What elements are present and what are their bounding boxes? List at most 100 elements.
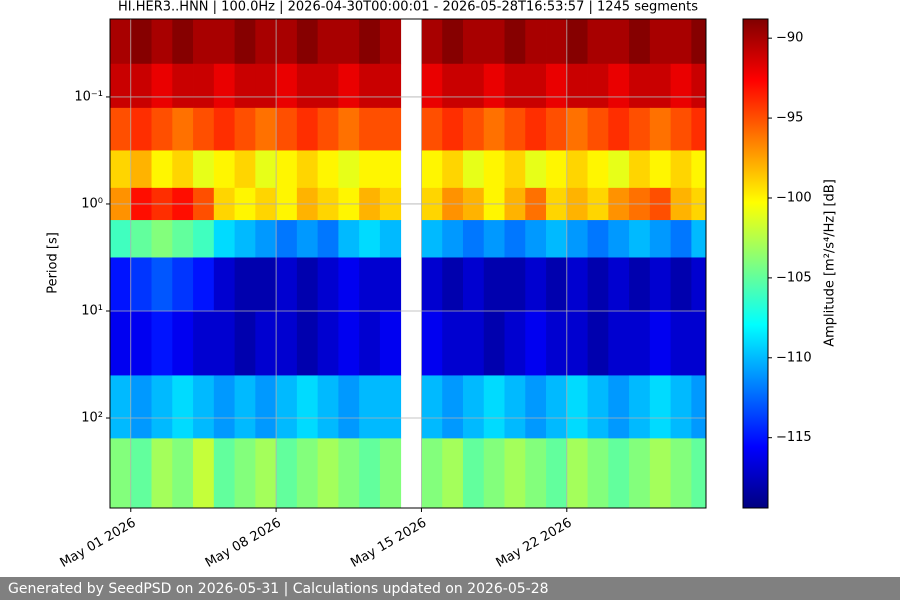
cell — [130, 63, 152, 109]
cell — [213, 150, 235, 189]
cell — [359, 19, 381, 65]
cell — [359, 150, 381, 189]
cell — [130, 257, 152, 312]
cell — [110, 257, 132, 312]
cell — [317, 220, 339, 258]
cell — [525, 438, 547, 509]
cell — [525, 19, 547, 65]
cell — [110, 19, 132, 65]
cell — [421, 375, 443, 439]
cell — [296, 257, 319, 312]
cell — [193, 150, 215, 189]
cell — [504, 19, 526, 65]
cell — [379, 107, 402, 151]
colorbar-tick-label: −105 — [776, 270, 812, 285]
cell — [110, 107, 132, 151]
cell — [649, 375, 672, 439]
cell — [276, 19, 298, 65]
cell — [649, 107, 672, 151]
cell — [629, 63, 651, 109]
cell — [504, 220, 526, 258]
cell — [442, 63, 464, 109]
cell — [546, 375, 568, 439]
cell — [379, 150, 402, 189]
cell — [525, 257, 547, 312]
footer-bar — [0, 577, 900, 600]
cell — [629, 220, 651, 258]
cell — [151, 19, 173, 65]
plot-frame — [109, 18, 707, 509]
cell — [566, 63, 588, 109]
cell — [504, 150, 526, 189]
cell — [546, 257, 568, 312]
cell — [670, 63, 692, 109]
cell — [566, 310, 588, 376]
cell — [566, 257, 588, 312]
cell — [421, 438, 443, 509]
cell — [338, 438, 360, 509]
cell — [483, 310, 505, 376]
cell — [691, 310, 707, 376]
cell — [504, 63, 526, 109]
cell — [546, 310, 568, 376]
cell — [359, 310, 381, 376]
cell — [587, 257, 609, 312]
cell — [525, 220, 547, 258]
cell — [421, 310, 443, 376]
cell — [546, 107, 568, 151]
cell — [317, 107, 339, 151]
cell — [462, 310, 485, 376]
cell — [172, 310, 194, 376]
cell — [234, 375, 256, 439]
cell — [338, 63, 360, 109]
cell — [151, 375, 173, 439]
cell — [338, 19, 360, 65]
cell — [172, 150, 194, 189]
cell — [379, 257, 402, 312]
cell — [255, 19, 277, 65]
cell — [213, 375, 235, 439]
cell — [649, 257, 672, 312]
cell — [649, 310, 672, 376]
cell — [442, 438, 464, 509]
cell — [172, 438, 194, 509]
cell — [172, 375, 194, 439]
cell — [151, 150, 173, 189]
cell — [691, 150, 707, 189]
cell — [255, 107, 277, 151]
cell — [608, 63, 630, 109]
cell — [649, 438, 672, 509]
cell — [110, 310, 132, 376]
cell — [296, 375, 319, 439]
cell — [296, 19, 319, 65]
cell — [234, 257, 256, 312]
cell — [421, 150, 443, 189]
cell — [130, 19, 152, 65]
cell — [442, 150, 464, 189]
cell — [296, 438, 319, 509]
cell — [296, 107, 319, 151]
cell — [213, 19, 235, 65]
cell — [130, 150, 152, 189]
cell — [483, 375, 505, 439]
cell — [691, 438, 707, 509]
cell — [255, 438, 277, 509]
cell — [359, 220, 381, 258]
cell — [255, 257, 277, 312]
cell — [483, 220, 505, 258]
cell — [546, 19, 568, 65]
cell — [151, 438, 173, 509]
cell — [608, 150, 630, 189]
cell — [110, 375, 132, 439]
cell — [670, 19, 692, 65]
cell — [649, 63, 672, 109]
cell — [546, 63, 568, 109]
cell — [151, 107, 173, 151]
cell — [462, 375, 485, 439]
cell — [649, 220, 672, 258]
colorbar-tick-label: −100 — [776, 190, 812, 205]
cell — [276, 63, 298, 109]
cell — [546, 150, 568, 189]
cell — [338, 310, 360, 376]
